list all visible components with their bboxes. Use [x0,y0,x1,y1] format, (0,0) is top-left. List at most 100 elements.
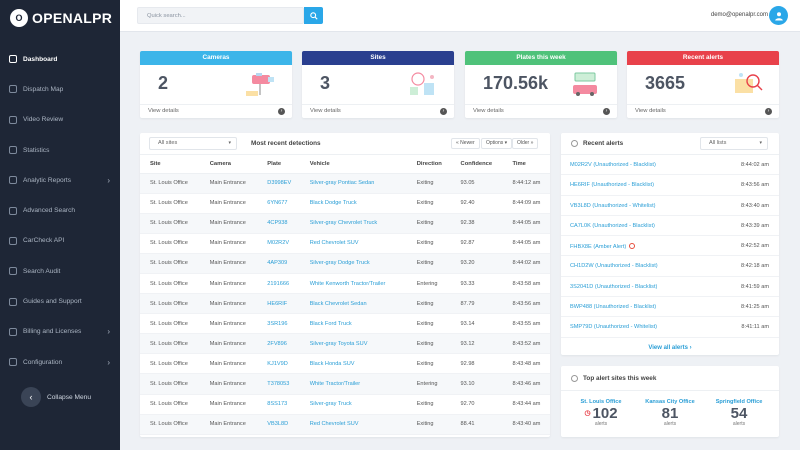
site-name-link[interactable]: Springfield Office [715,399,763,405]
column-header[interactable]: Plate [257,155,300,174]
table-row[interactable]: St. Louis Office Main Entrance 8SS173 Silve… [140,394,550,415]
older-button[interactable]: Older » [512,138,539,149]
sidebar-item-configuration[interactable]: Configuration › [0,347,120,377]
table-row[interactable]: St. Louis Office Main Entrance 2191666 Whit… [140,273,550,295]
card-title: Recent alerts [627,51,779,65]
view-details-link[interactable]: View details › [140,104,292,118]
vehicle-link[interactable]: Silver-gray Dodge Truck [299,253,407,274]
column-header[interactable]: Direction [406,155,451,174]
sidebar-item-statistics[interactable]: Statistics [0,135,120,165]
table-row[interactable]: St. Louis Office Main Entrance 6YN677 Black… [140,193,550,214]
view-details-label: View details [635,108,666,114]
table-row[interactable]: St. Louis Office Main Entrance 2FV896 Silve… [140,333,550,355]
plate-link[interactable]: 4CP938 [257,213,300,234]
plate-link[interactable]: 8SS173 [257,394,300,415]
time-cell: 8:43:58 am [502,273,550,295]
plate-link[interactable]: M02R2V [257,233,300,254]
plate-link[interactable]: D3998EV [257,173,300,194]
vehicle-link[interactable]: Black Chevrolet Sedan [299,293,407,315]
confidence-cell: 92.98 [450,353,503,375]
search-input[interactable] [137,7,304,24]
direction-cell: Exiting [406,173,451,194]
plate-link[interactable]: HE6RIF [257,293,300,315]
sidebar-item-carcheck-api[interactable]: CarCheck API [0,226,120,256]
vehicle-link[interactable]: Black Ford Truck [299,313,407,335]
caret-down-icon: ▾ [228,140,231,146]
plate-link[interactable]: 3SR196 [257,313,300,335]
sidebar-item-dispatch-map[interactable]: Dispatch Map [0,74,120,104]
view-details-link[interactable]: View details › [302,104,454,118]
list-filter-select[interactable]: All lists ▾ [700,137,768,150]
table-row[interactable]: St. Louis Office Main Entrance VB3L8D Red C… [140,414,550,435]
logo[interactable]: O OPENALPR [0,0,120,36]
user-email[interactable]: demo@openalpr.com [710,12,768,18]
alert-link[interactable]: M02R2V (Unauthorized - Blacklist) [570,162,656,168]
alert-link[interactable]: CA7L0K (Unauthorized - Blacklist) [570,223,655,229]
sidebar-item-dashboard[interactable]: Dashboard [0,44,120,74]
site-name-link[interactable]: Kansas City Office [645,399,695,405]
plate-link[interactable]: KJ1V9D [257,353,300,375]
table-row[interactable]: St. Louis Office Main Entrance D3998EV Silv… [140,173,550,194]
vehicle-link[interactable]: Silver-gray Pontiac Sedan [299,173,407,194]
plate-link[interactable]: 2FV896 [257,333,300,355]
table-row[interactable]: St. Louis Office Main Entrance 4AP309 Silve… [140,253,550,274]
clock-icon [571,375,578,382]
time-cell: 8:44:02 am [502,253,550,274]
sidebar-item-video-review[interactable]: Video Review [0,105,120,135]
vehicle-link[interactable]: Black Dodge Truck [299,193,407,214]
site-alert-unit: alerts [663,421,677,427]
column-header[interactable]: Site [140,155,200,174]
table-row[interactable]: St. Louis Office Main Entrance HE6RIF Black… [140,293,550,315]
view-all-alerts-link[interactable]: View all alerts › [561,345,779,351]
alert-link[interactable]: SMP79D (Unauthorized - Whitelist) [570,324,657,330]
sidebar-item-search-audit[interactable]: Search Audit [0,256,120,286]
sidebar-item-analytic-reports[interactable]: Analytic Reports › [0,165,120,195]
vehicle-link[interactable]: Red Chevrolet SUV [299,233,407,254]
table-row[interactable]: St. Louis Office Main Entrance KJ1V9D Black… [140,353,550,375]
camera-cell: Main Entrance [199,353,258,375]
confidence-cell: 87.79 [450,293,503,315]
sidebar-item-guides-and-support[interactable]: Guides and Support [0,286,120,316]
alert-link[interactable]: CH1D2W (Unauthorized - Blacklist) [570,263,658,269]
site-cell: St. Louis Office [140,414,200,435]
vehicle-link[interactable]: Silver-gray Truck [299,394,407,415]
plate-link[interactable]: VB3L8D [257,414,300,435]
alert-link[interactable]: BWP488 (Unauthorized - Blacklist) [570,304,656,310]
table-row[interactable]: St. Louis Office Main Entrance 4CP938 Silve… [140,213,550,234]
confidence-cell: 88.41 [450,414,503,435]
site-name-link[interactable]: St. Louis Office [580,399,622,405]
view-details-link[interactable]: View details › [627,104,779,118]
plate-link[interactable]: 4AP309 [257,253,300,274]
plate-link[interactable]: 6YN677 [257,193,300,214]
vehicle-link[interactable]: Silver-gray Toyota SUV [299,333,407,355]
alert-link[interactable]: VB3L8D (Unauthorized - Whitelist) [570,203,656,209]
column-header[interactable]: Camera [199,155,258,174]
search-button[interactable] [304,7,323,24]
column-header[interactable]: Time [502,155,550,174]
alert-link[interactable]: FHBX8E (Amber Alert) [570,243,636,250]
site-filter-select[interactable]: All sites ▾ [149,137,237,150]
alert-time: 8:41:25 am [741,304,769,311]
detections-header: All sites ▾ Most recent detections « Newe… [140,133,550,155]
vehicle-link[interactable]: Red Chevrolet SUV [299,414,407,435]
alert-link[interactable]: 3S2041D (Unauthorized - Blacklist) [570,284,657,290]
avatar[interactable] [769,6,788,25]
plate-link[interactable]: 2191666 [257,273,300,295]
collapse-menu-button[interactable]: ‹ Collapse Menu [21,387,91,407]
newer-button[interactable]: « Newer [451,138,480,149]
plate-link[interactable]: T378053 [257,373,300,395]
vehicle-link[interactable]: White Kenworth Tractor/Trailer [299,273,407,295]
column-header[interactable]: Confidence [450,155,503,174]
table-row[interactable]: St. Louis Office Main Entrance 3SR196 Black… [140,313,550,335]
vehicle-link[interactable]: Black Honda SUV [299,353,407,375]
table-row[interactable]: St. Louis Office Main Entrance M02R2V Red C… [140,233,550,254]
column-header[interactable]: Vehicle [299,155,407,174]
sidebar-item-billing-and-licenses[interactable]: Billing and Licenses › [0,317,120,347]
sidebar-item-advanced-search[interactable]: Advanced Search [0,195,120,225]
table-row[interactable]: St. Louis Office Main Entrance T378053 Whit… [140,373,550,395]
vehicle-link[interactable]: Silver-gray Chevrolet Truck [299,213,407,234]
alert-link[interactable]: HE6RIF (Unauthorized - Blacklist) [570,182,654,188]
options-button[interactable]: Options ▾ [481,138,513,149]
view-details-link[interactable]: View details › [465,104,617,118]
vehicle-link[interactable]: White Tractor/Trailer [299,373,407,395]
